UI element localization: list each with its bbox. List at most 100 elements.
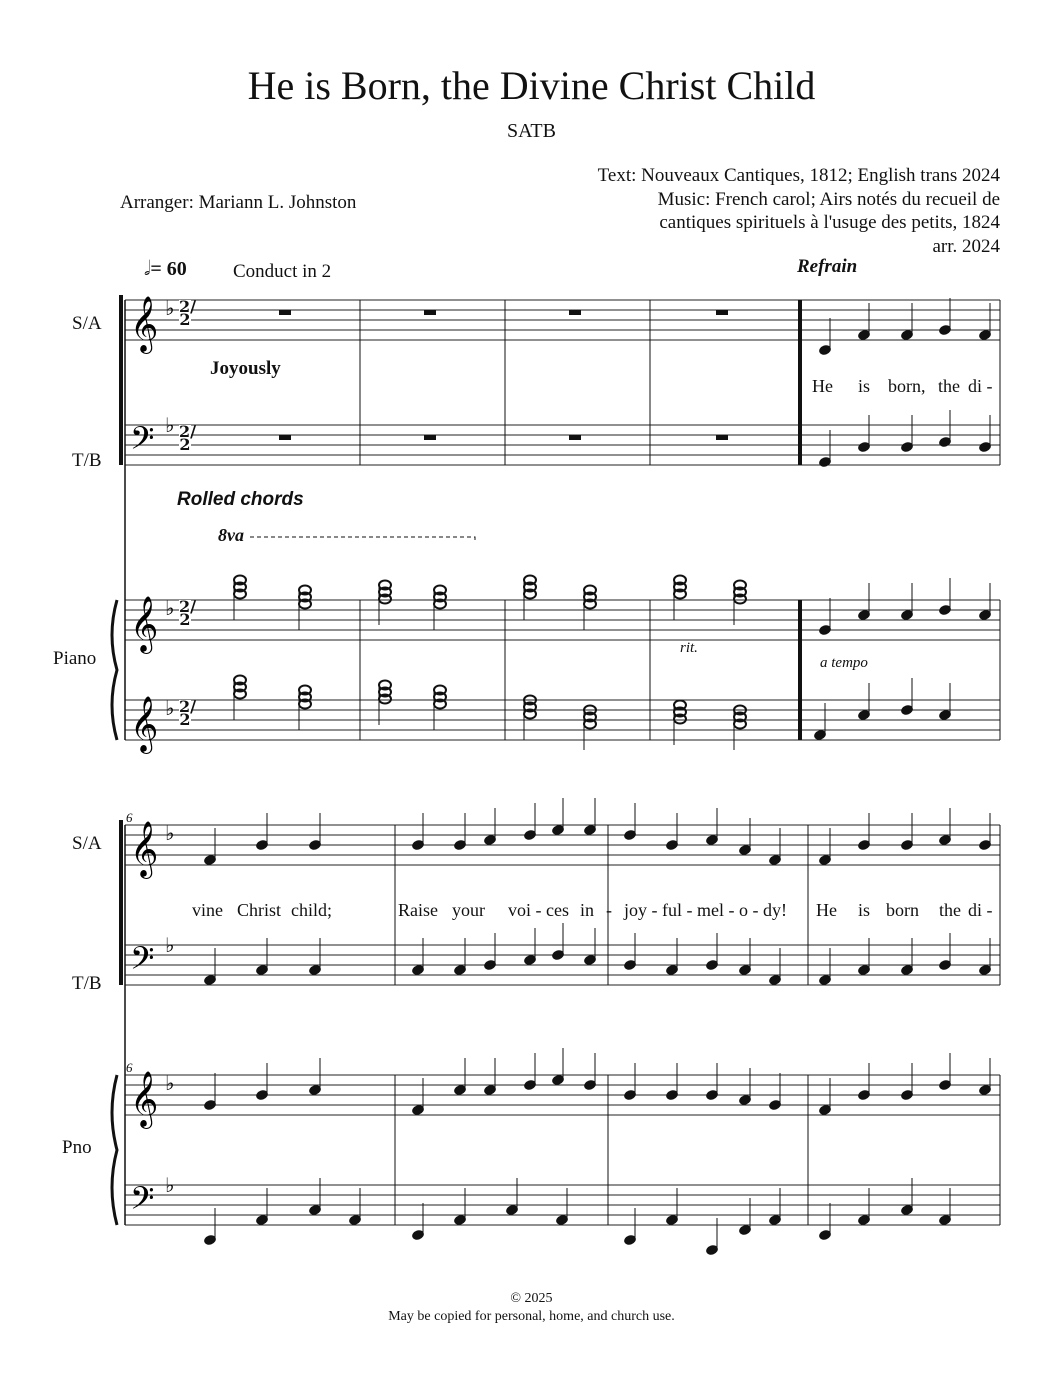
notehead [979, 840, 991, 850]
lyric: Christ [237, 900, 282, 920]
rolled-chords-mark: Rolled chords [177, 489, 304, 510]
flat-key-signature-icon: ♭ [165, 413, 174, 437]
notehead [624, 830, 636, 840]
notehead [819, 1230, 831, 1240]
lyric: di - [968, 900, 993, 920]
half-note-icon: 𝅗𝅥 [144, 258, 151, 280]
notehead [858, 965, 870, 975]
notehead [524, 830, 536, 840]
notehead [769, 1100, 781, 1110]
treble-clef-icon: 𝄞 [130, 596, 158, 654]
tb-label-2: T/B [72, 973, 102, 994]
notehead [858, 442, 870, 452]
notehead [739, 1225, 751, 1235]
footer: © 2025 May be copied for personal, home,… [0, 1290, 1063, 1326]
treble-clef-icon: 𝄞 [130, 296, 158, 354]
piano-brace [110, 1074, 119, 1226]
notehead [901, 840, 913, 850]
notehead [624, 960, 636, 970]
flat-key-signature-icon: ♭ [165, 1071, 174, 1095]
notehead [666, 1090, 678, 1100]
time-signature: 2/2 [179, 597, 196, 629]
notehead [858, 1090, 870, 1100]
tb-label: T/B [72, 450, 102, 471]
bass-clef-icon: 𝄢 [130, 940, 154, 984]
notehead [769, 855, 781, 865]
a-tempo-mark: a tempo [820, 655, 868, 671]
notehead [939, 710, 951, 720]
joyously-mark: Joyously [210, 358, 281, 379]
credits: Text: Nouveaux Cantiques, 1812; English … [598, 164, 1000, 258]
piano-label: Piano [53, 648, 97, 669]
lyric: - [606, 900, 612, 920]
notehead [666, 840, 678, 850]
notehead [979, 610, 991, 620]
arranger: Arranger: Mariann L. Johnston [120, 192, 357, 213]
music-credit-2: cantiques spirituels à l'usuge des petit… [659, 212, 1000, 233]
whole-rest-icon [569, 310, 581, 315]
notehead [901, 1090, 913, 1100]
conduct-note: Conduct in 2 [233, 261, 332, 282]
notehead [309, 1085, 321, 1095]
notehead [204, 1100, 216, 1110]
notehead [412, 840, 424, 850]
notehead [769, 1215, 781, 1225]
notehead [524, 1080, 536, 1090]
title: He is Born, the Divine Christ Child [247, 63, 816, 108]
notehead [901, 330, 913, 340]
notehead [769, 975, 781, 985]
notehead [939, 835, 951, 845]
notehead [901, 965, 913, 975]
notehead [454, 965, 466, 975]
notehead [739, 965, 751, 975]
notehead [858, 840, 870, 850]
notehead [552, 1075, 564, 1085]
lyric: He [816, 900, 837, 920]
notehead [412, 1230, 424, 1240]
notehead [309, 965, 321, 975]
arr-credit: arr. 2024 [932, 235, 1000, 257]
notehead [412, 965, 424, 975]
whole-rest-icon [424, 435, 436, 440]
time-signature: 2/2 [179, 297, 196, 329]
notehead [901, 1205, 913, 1215]
notehead [624, 1090, 636, 1100]
lyric: in [580, 900, 595, 920]
pno-label: Pno [62, 1137, 92, 1158]
notehead [666, 965, 678, 975]
lyric: your [452, 900, 485, 920]
notehead [454, 1085, 466, 1095]
flat-key-signature-icon: ♭ [165, 696, 174, 720]
notehead [556, 1215, 568, 1225]
notehead [454, 1215, 466, 1225]
notehead [901, 705, 913, 715]
whole-rest-icon [716, 435, 728, 440]
notehead [858, 710, 870, 720]
notehead [739, 845, 751, 855]
time-signature: 2/2 [179, 697, 196, 729]
notehead [256, 1215, 268, 1225]
notehead [552, 825, 564, 835]
notehead [739, 1095, 751, 1105]
notehead [666, 1215, 678, 1225]
notehead [484, 1085, 496, 1095]
notehead [858, 1215, 870, 1225]
lyric: is [858, 376, 871, 396]
copyright: © 2025 [510, 1291, 553, 1306]
notehead [819, 457, 831, 467]
lyric: joy - ful - mel - o - dy! [624, 900, 787, 920]
flat-key-signature-icon: ♭ [165, 821, 174, 845]
notehead [506, 1205, 518, 1215]
tempo-value: = 60 [150, 258, 187, 280]
notehead [484, 835, 496, 845]
notehead [939, 1080, 951, 1090]
bass-clef-icon: 𝄢 [130, 1180, 154, 1224]
whole-rest-icon [569, 435, 581, 440]
lyric: Raise [398, 900, 438, 920]
lyric: is [858, 900, 871, 920]
notehead [484, 960, 496, 970]
treble-clef-icon: 𝄞 [130, 1071, 158, 1129]
flat-key-signature-icon: ♭ [165, 296, 174, 320]
tempo-mark: 𝅗𝅥= 60 [144, 258, 187, 281]
rit-mark: rit. [680, 640, 698, 656]
